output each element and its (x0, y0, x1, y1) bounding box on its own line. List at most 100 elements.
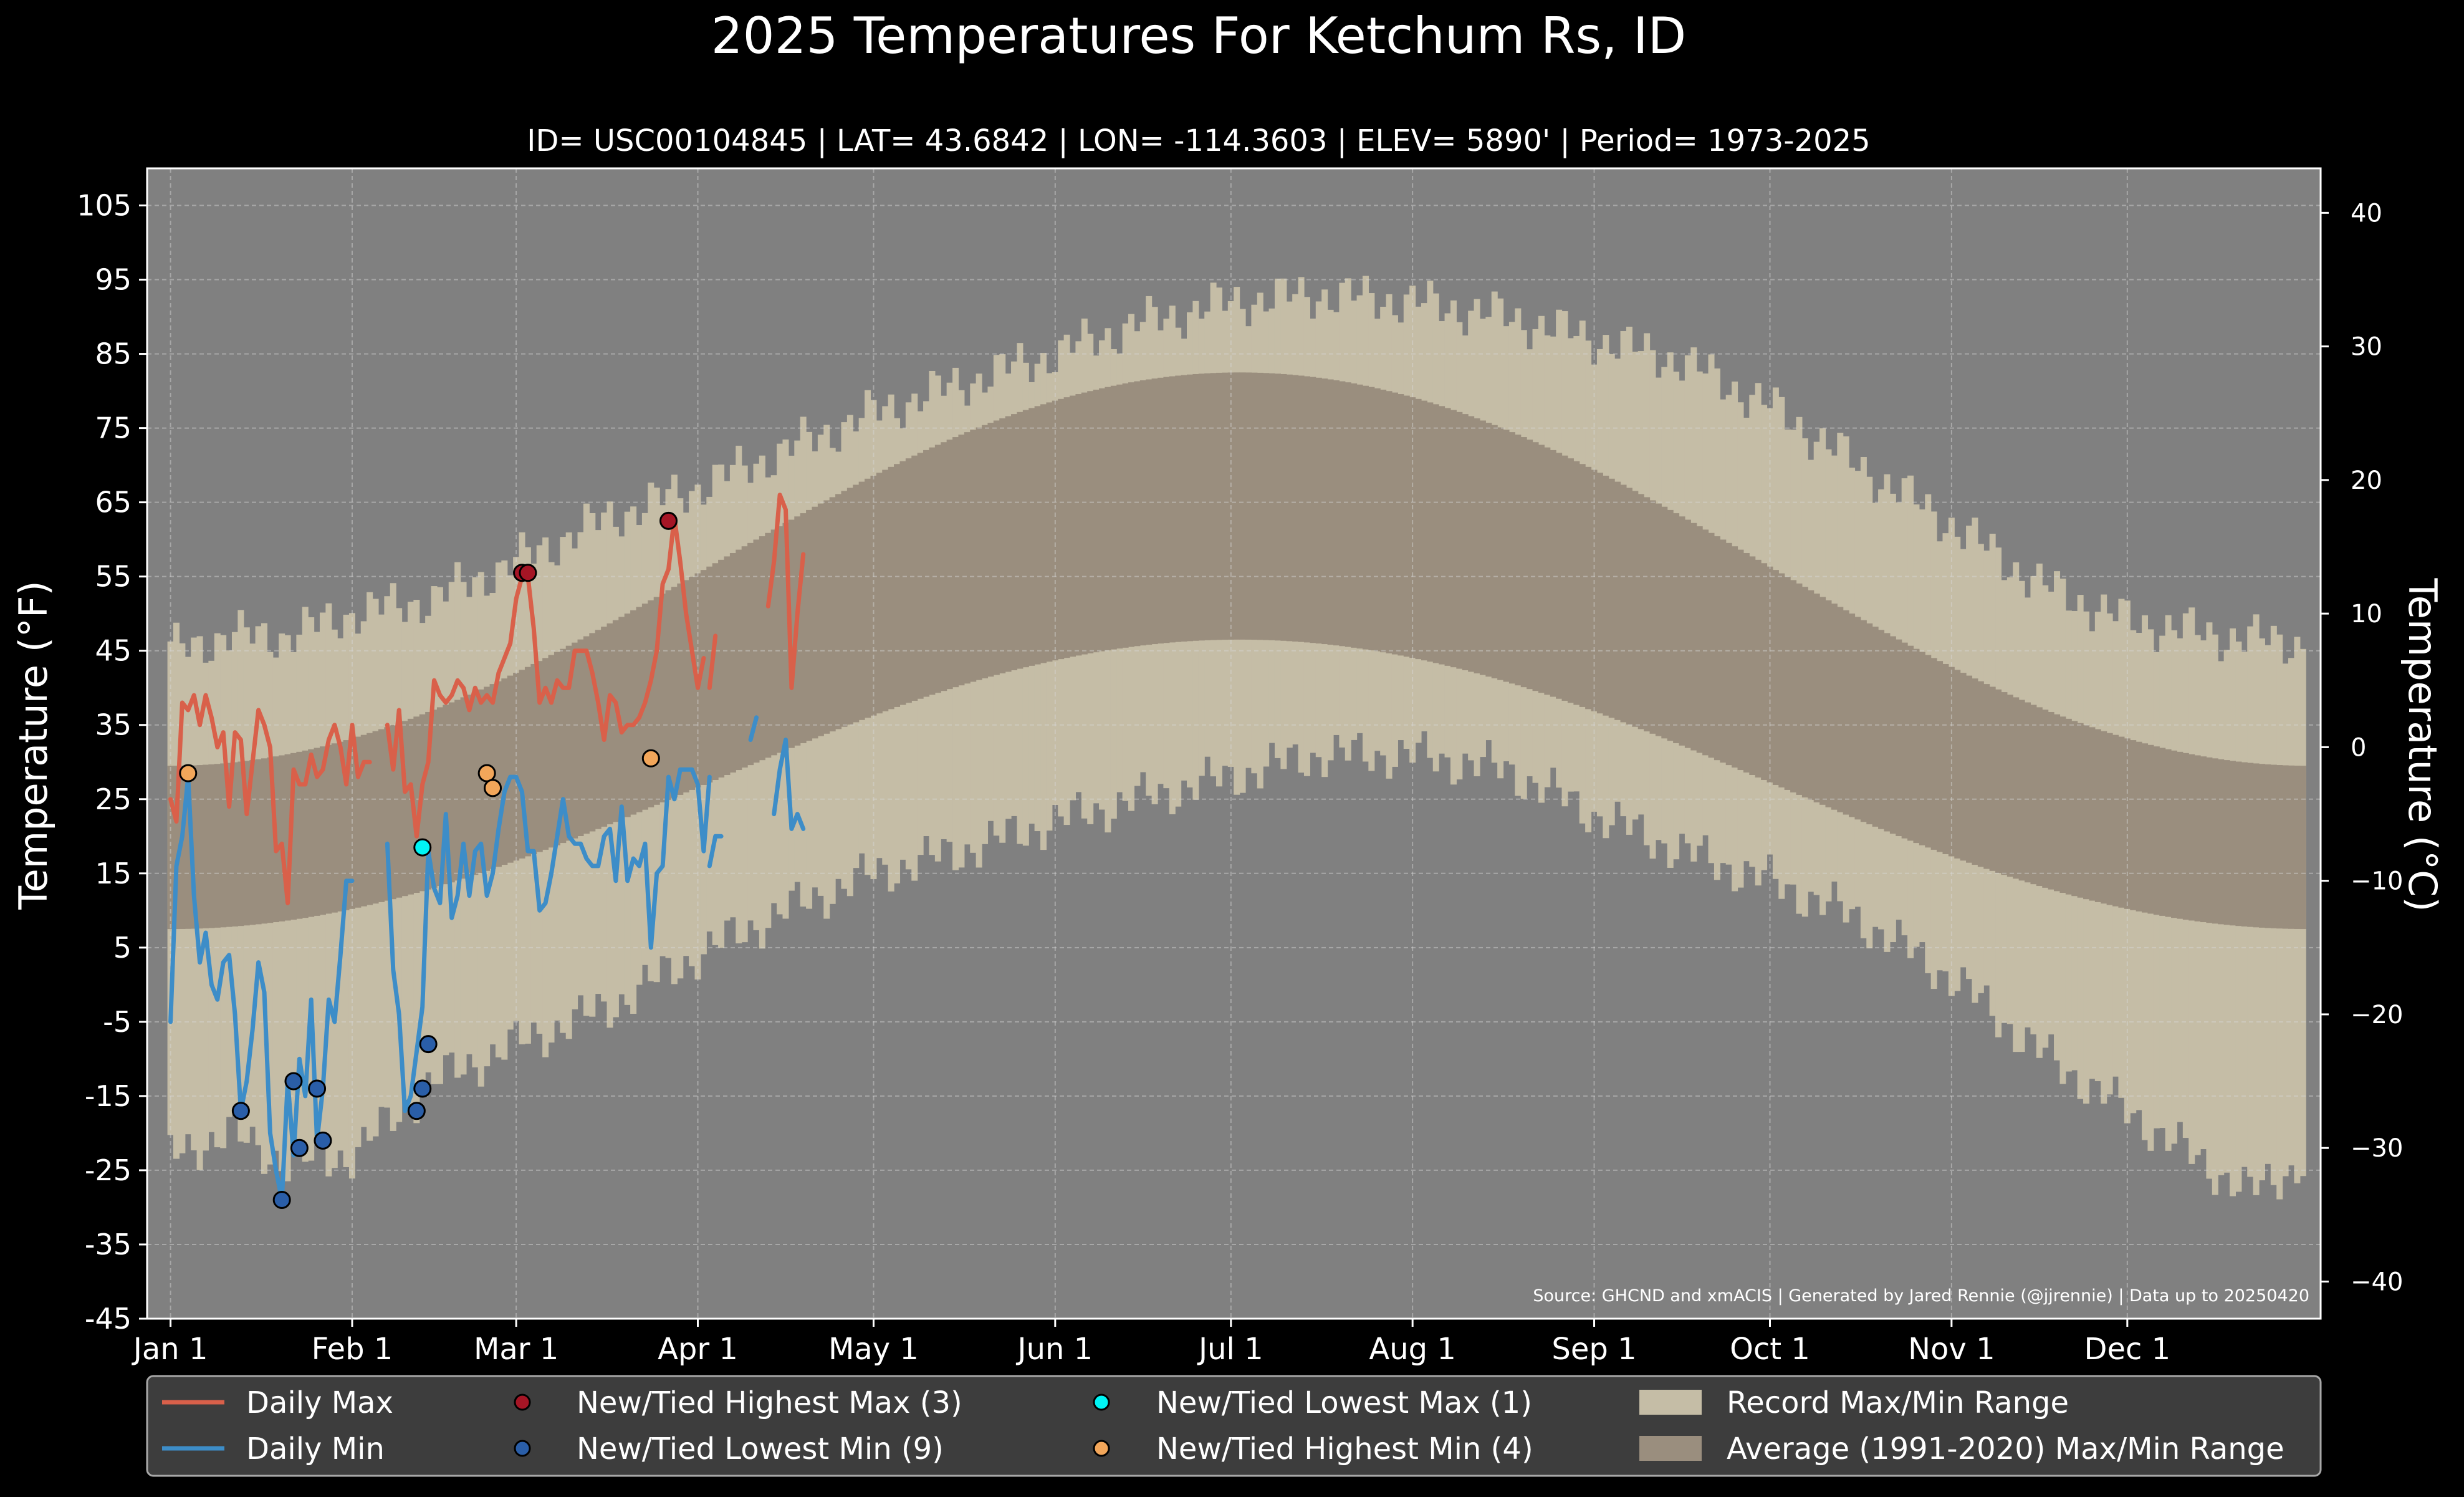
normal-range-bar (1690, 522, 1697, 751)
normal-range-bar (1128, 382, 1135, 647)
normal-range-bar (1315, 377, 1322, 644)
lowest-min-marker (308, 1079, 327, 1098)
normal-range-bar (1667, 509, 1674, 741)
normal-range-bar (1110, 385, 1117, 650)
normal-range-bar (2165, 749, 2172, 917)
normal-range-bar (1028, 408, 1035, 666)
daily-min-line (748, 715, 759, 742)
y-axis-label-left: Temperature (°F) (11, 580, 56, 910)
normal-range-bar (1239, 372, 1246, 640)
normal-range-bar (202, 764, 209, 928)
normal-range-bar (220, 763, 227, 928)
normal-range-bar (2101, 731, 2107, 904)
normal-range-bar (2206, 757, 2213, 923)
normal-range-bar (976, 427, 982, 680)
lowest-max-marker (413, 838, 432, 857)
normal-range-bar (2230, 761, 2236, 926)
highest-min-marker (477, 764, 496, 782)
chart-subtitle: ID= USC00104845 | LAT= 43.6842 | LON= -1… (527, 123, 1870, 158)
normal-range-bar (782, 522, 789, 751)
normal-range-bar (1017, 412, 1023, 669)
normal-range-bar (1303, 376, 1310, 643)
normal-range-bar (1169, 376, 1176, 643)
normal-range-bar (800, 513, 807, 743)
normal-range-bar (396, 723, 403, 898)
normal-range-bar (443, 705, 449, 885)
normal-range-bar (1216, 372, 1223, 640)
normal-range-bar (1479, 420, 1486, 675)
normal-range-bar (1427, 402, 1434, 662)
lowest-min-marker (272, 1191, 291, 1210)
normal-range-bar (1819, 597, 1826, 805)
normal-range-bar (501, 678, 508, 865)
normal-range-bar (1052, 400, 1058, 661)
y-tick-label: 75 (95, 412, 132, 445)
legend-marker-swatch (1093, 1394, 1110, 1411)
daily-max-line (765, 493, 806, 690)
normal-range-bar (2177, 751, 2184, 919)
plot-frame (146, 167, 2322, 1320)
normal-range-bar (1761, 563, 1768, 780)
y-tick-label: 15 (95, 857, 132, 890)
normal-range-bar (167, 766, 174, 930)
y-right-tick-label: 10 (2351, 600, 2382, 628)
normal-range-bar (2235, 761, 2242, 927)
y-axis-label-right: Temperature (°C) (2400, 577, 2445, 912)
normal-range-bar (1368, 387, 1375, 651)
normal-range-bar (812, 506, 818, 739)
normal-range-bar (1268, 373, 1275, 640)
normal-range-bar (448, 702, 455, 883)
normal-range-bar (1515, 435, 1522, 686)
normal-range-bar (941, 442, 947, 691)
normal-range-bar (2282, 765, 2289, 929)
normal-range-bar (284, 754, 291, 921)
normal-range-bar (343, 740, 350, 910)
normal-range-bar (1995, 689, 2002, 873)
normal-range-bar (829, 497, 836, 732)
normal-range-bar (208, 764, 215, 928)
normal-range-bar (1292, 375, 1299, 642)
normal-range-bar (870, 475, 877, 716)
normal-range-bar (1673, 513, 1680, 743)
normal-range-bar (548, 655, 555, 848)
normal-range-bar (917, 453, 924, 699)
normal-range-bar (267, 757, 274, 923)
normal-range-bar (2153, 746, 2160, 915)
normal-range-bar (2194, 755, 2201, 922)
normal-range-bar (1614, 481, 1621, 720)
normal-range-bar (1925, 655, 1932, 848)
y-tick-label: 85 (95, 337, 132, 371)
normal-range-bar (2147, 744, 2154, 914)
normal-range-bar (2106, 733, 2113, 905)
normal-range-bar (1040, 404, 1047, 663)
daily-min-line (385, 767, 712, 1114)
normal-range-bar (1954, 670, 1961, 859)
normal-range-bar (595, 630, 602, 829)
normal-range-bar (348, 738, 355, 909)
normal-range-bar (741, 546, 748, 768)
normal-range-bar (2059, 716, 2066, 893)
y-tick-label: -5 (103, 1005, 132, 1039)
normal-range-bar (1732, 546, 1738, 768)
normal-range-bar (1491, 425, 1498, 678)
normal-range-bar (243, 761, 250, 926)
normal-range-bar (823, 500, 830, 734)
legend-label: Record Max/Min Range (1727, 1385, 2069, 1420)
normal-range-bar (1538, 445, 1545, 693)
normal-range-bar (1134, 381, 1141, 647)
normal-range-bar (1837, 607, 1844, 812)
normal-range-bar (846, 488, 853, 725)
normal-range-bar (1456, 412, 1463, 669)
normal-range-bar (1274, 373, 1281, 641)
normal-range-bar (536, 661, 543, 852)
normal-range-bar (231, 762, 238, 927)
y-tick-label: 5 (113, 931, 132, 965)
normal-range-bar (2030, 705, 2037, 885)
legend-label: New/Tied Highest Min (4) (1156, 1432, 1533, 1466)
normal-range-bar (1778, 573, 1785, 787)
normal-range-bar (2288, 765, 2295, 929)
normal-range-bar (472, 692, 479, 875)
y-tick-label: -45 (85, 1302, 132, 1336)
normal-range-bar (876, 473, 883, 714)
y-right-tick-label: 20 (2351, 466, 2382, 495)
